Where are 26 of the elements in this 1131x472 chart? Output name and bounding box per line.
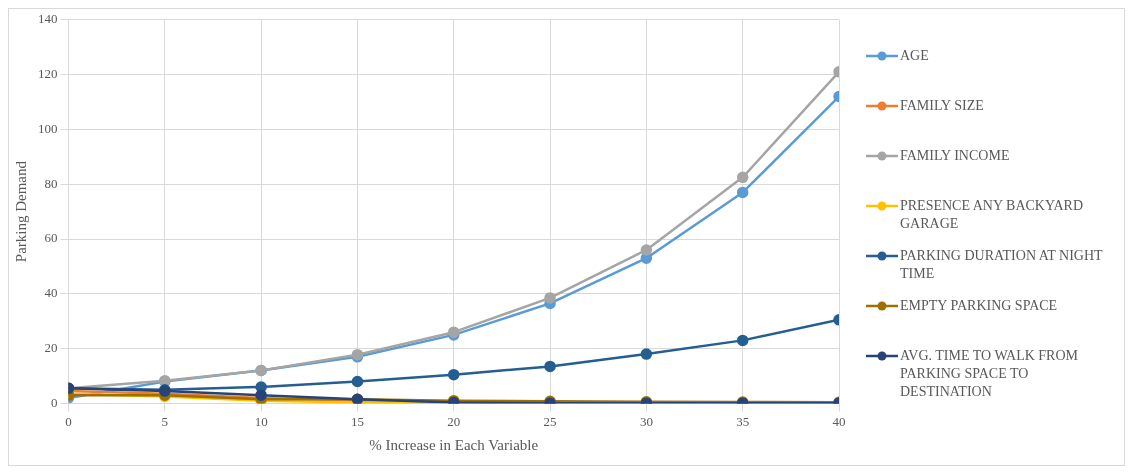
x-tick-label: 40 (832, 413, 846, 429)
x-tick-label: 15 (350, 413, 364, 429)
y-tick-label: 140 (38, 11, 58, 27)
legend-label: EMPTY PARKING SPACE (900, 297, 1058, 315)
y-tick-label: 80 (44, 175, 58, 191)
legend-label: AVG. TIME TO WALK FROM PARKING SPACE TO DESTINATION (900, 347, 1079, 401)
x-tick-label: 35 (736, 413, 750, 429)
x-tick-label: 30 (639, 413, 653, 429)
y-tick-label: 20 (44, 340, 58, 356)
x-tick-label: 5 (161, 413, 169, 429)
legend-label: PRESENCE ANY BACKYARD GARAGE (900, 197, 1085, 233)
y-axis-title: Parking Demand (12, 160, 29, 263)
legend-label: FAMILY INCOME (900, 147, 1010, 165)
x-tick-label: 0 (65, 413, 72, 429)
y-tick-label: 100 (38, 120, 58, 136)
x-axis-title: % Increase in Each Variable (369, 436, 539, 453)
legend-label: PARKING DURATION AT NIGHT TIME (900, 247, 1104, 283)
x-tick-label: 25 (543, 413, 557, 429)
y-tick-label: 40 (44, 285, 58, 301)
legend-label: FAMILY SIZE (900, 97, 984, 115)
x-tick-label: 10 (254, 413, 268, 429)
y-tick-label: 0 (51, 394, 58, 410)
y-tick-label: 120 (38, 66, 58, 82)
y-tick-label: 60 (44, 230, 58, 246)
x-tick-label: 20 (447, 413, 461, 429)
legend-label: AGE (900, 47, 929, 65)
